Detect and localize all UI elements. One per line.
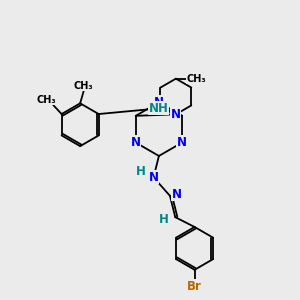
Text: H: H [159, 213, 169, 226]
Text: N: N [148, 171, 159, 184]
Text: N: N [131, 136, 141, 149]
Text: CH₃: CH₃ [37, 95, 57, 105]
Text: CH₃: CH₃ [187, 74, 206, 84]
Text: N: N [172, 188, 182, 201]
Text: H: H [136, 166, 146, 178]
Text: N: N [171, 108, 181, 121]
Text: N: N [177, 136, 187, 149]
Text: N: N [154, 96, 164, 109]
Text: CH₃: CH₃ [74, 80, 94, 91]
Text: NH: NH [149, 102, 169, 115]
Text: Br: Br [187, 280, 202, 292]
